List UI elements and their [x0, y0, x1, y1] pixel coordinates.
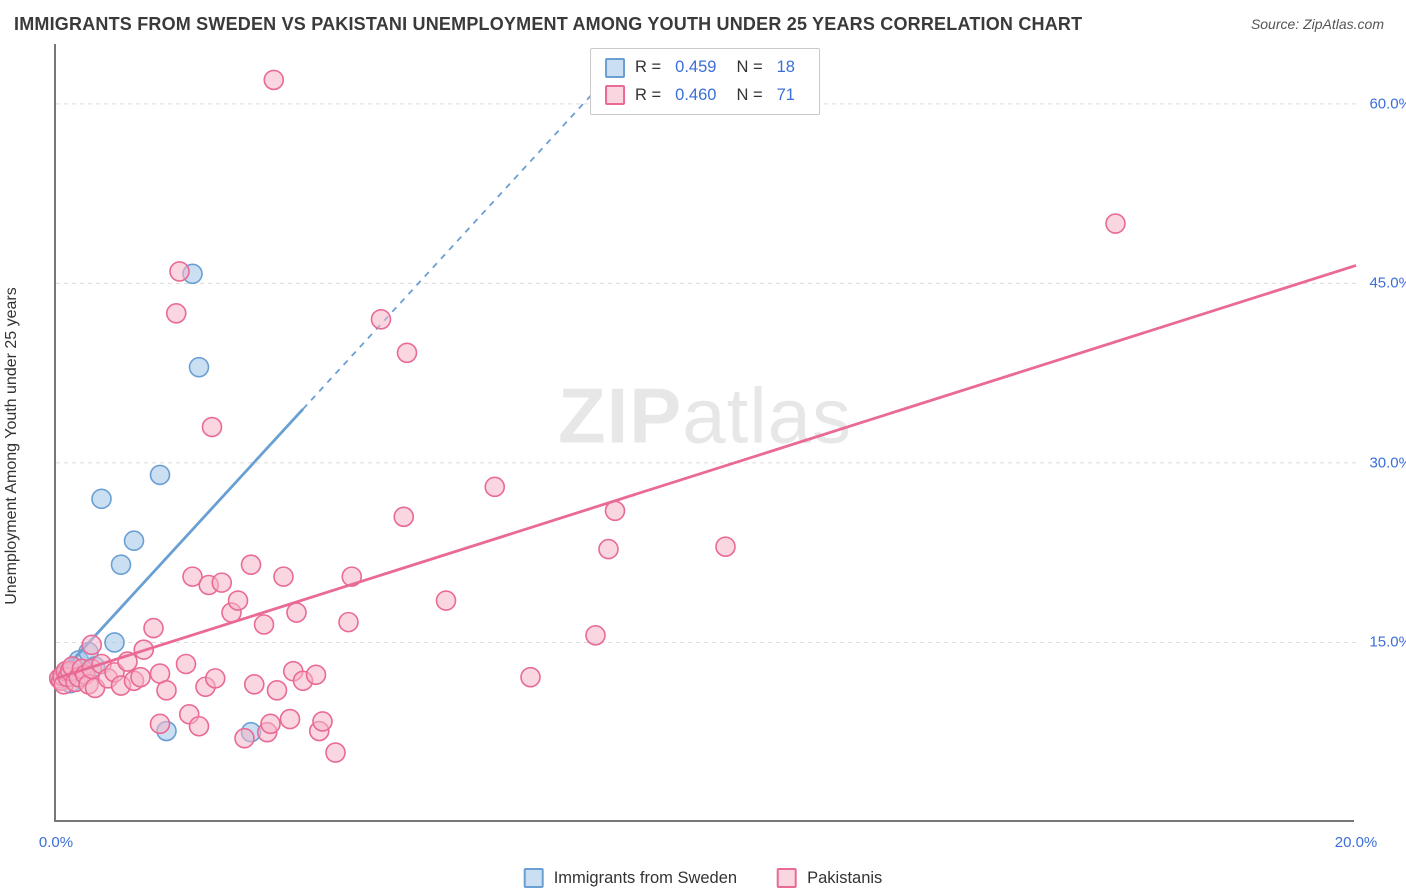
plot-area: ZIPatlas R = 0.459 N = 18 R = 0.460 N = … [54, 44, 1354, 822]
swatch-icon [605, 58, 625, 78]
chart-svg [56, 44, 1354, 820]
y-tick-label: 30.0% [1369, 454, 1406, 471]
data-point [177, 655, 196, 674]
legend-r-value: 0.459 [675, 55, 716, 81]
data-point [255, 615, 274, 634]
legend-r-label: R = [635, 55, 661, 81]
data-point [326, 743, 345, 762]
y-axis-title: Unemployment Among Youth under 25 years [3, 287, 21, 605]
data-point [190, 717, 209, 736]
data-point [261, 714, 280, 733]
legend-top: R = 0.459 N = 18 R = 0.460 N = 71 [590, 48, 820, 115]
data-point [112, 555, 131, 574]
legend-item-label: Immigrants from Sweden [554, 869, 737, 888]
data-point [190, 358, 209, 377]
legend-r-label: R = [635, 83, 661, 109]
data-point [105, 633, 124, 652]
legend-top-row-sweden: R = 0.459 N = 18 [605, 55, 805, 81]
x-tick-label: 20.0% [1335, 834, 1378, 851]
data-point [92, 489, 111, 508]
data-point [1106, 214, 1125, 233]
legend-item-sweden: Immigrants from Sweden [524, 868, 737, 888]
legend-top-row-pakistanis: R = 0.460 N = 71 [605, 83, 805, 109]
y-tick-label: 15.0% [1369, 634, 1406, 651]
data-point [157, 681, 176, 700]
data-point [151, 714, 170, 733]
y-tick-label: 60.0% [1369, 95, 1406, 112]
chart-title: IMMIGRANTS FROM SWEDEN VS PAKISTANI UNEM… [14, 14, 1082, 35]
data-point [242, 555, 261, 574]
trend-line [56, 265, 1356, 678]
swatch-icon [524, 868, 544, 888]
data-point [144, 619, 163, 638]
data-point [372, 310, 391, 329]
data-point [586, 626, 605, 645]
data-point [268, 681, 287, 700]
data-point [229, 591, 248, 610]
data-point [206, 669, 225, 688]
data-point [716, 537, 735, 556]
legend-n-value: 71 [777, 83, 795, 109]
legend-n-label: N = [736, 83, 762, 109]
legend-r-value: 0.460 [675, 83, 716, 109]
legend-n-value: 18 [777, 55, 795, 81]
data-point [151, 465, 170, 484]
data-point [313, 712, 332, 731]
trend-line-dashed [303, 76, 609, 409]
data-point [394, 507, 413, 526]
x-tick-label: 0.0% [39, 834, 73, 851]
data-point [274, 567, 293, 586]
legend-bottom: Immigrants from Sweden Pakistanis [524, 868, 883, 888]
swatch-icon [605, 85, 625, 105]
data-point [264, 70, 283, 89]
legend-item-label: Pakistanis [807, 869, 882, 888]
source-label: Source: ZipAtlas.com [1251, 16, 1384, 32]
data-point [339, 613, 358, 632]
data-point [521, 668, 540, 687]
data-point [235, 729, 254, 748]
data-point [281, 710, 300, 729]
data-point [203, 418, 222, 437]
legend-n-label: N = [736, 55, 762, 81]
data-point [212, 573, 231, 592]
data-point [82, 635, 101, 654]
data-point [437, 591, 456, 610]
data-point [131, 668, 150, 687]
data-point [245, 675, 264, 694]
y-tick-label: 45.0% [1369, 275, 1406, 292]
data-point [287, 603, 306, 622]
data-point [398, 343, 417, 362]
data-point [125, 531, 144, 550]
data-point [307, 665, 326, 684]
swatch-icon [777, 868, 797, 888]
data-point [167, 304, 186, 323]
data-point [170, 262, 189, 281]
data-point [599, 540, 618, 559]
data-point [485, 477, 504, 496]
legend-item-pakistanis: Pakistanis [777, 868, 882, 888]
